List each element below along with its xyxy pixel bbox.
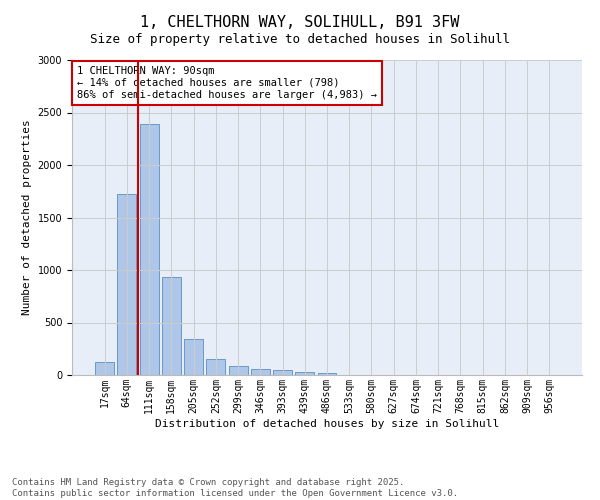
Bar — [140, 124, 158, 375]
Bar — [317, 373, 337, 375]
Text: Contains HM Land Registry data © Crown copyright and database right 2025.
Contai: Contains HM Land Registry data © Crown c… — [12, 478, 458, 498]
Bar — [95, 362, 114, 375]
Bar — [229, 366, 248, 375]
Bar — [206, 359, 225, 375]
Text: 1 CHELTHORN WAY: 90sqm
← 14% of detached houses are smaller (798)
86% of semi-de: 1 CHELTHORN WAY: 90sqm ← 14% of detached… — [77, 66, 377, 100]
Y-axis label: Number of detached properties: Number of detached properties — [22, 120, 32, 316]
Bar — [118, 194, 136, 375]
Bar — [184, 340, 203, 375]
Bar — [295, 372, 314, 375]
Bar — [273, 370, 292, 375]
Text: Size of property relative to detached houses in Solihull: Size of property relative to detached ho… — [90, 32, 510, 46]
Bar — [162, 278, 181, 375]
Bar — [251, 369, 270, 375]
Text: 1, CHELTHORN WAY, SOLIHULL, B91 3FW: 1, CHELTHORN WAY, SOLIHULL, B91 3FW — [140, 15, 460, 30]
X-axis label: Distribution of detached houses by size in Solihull: Distribution of detached houses by size … — [155, 418, 499, 428]
